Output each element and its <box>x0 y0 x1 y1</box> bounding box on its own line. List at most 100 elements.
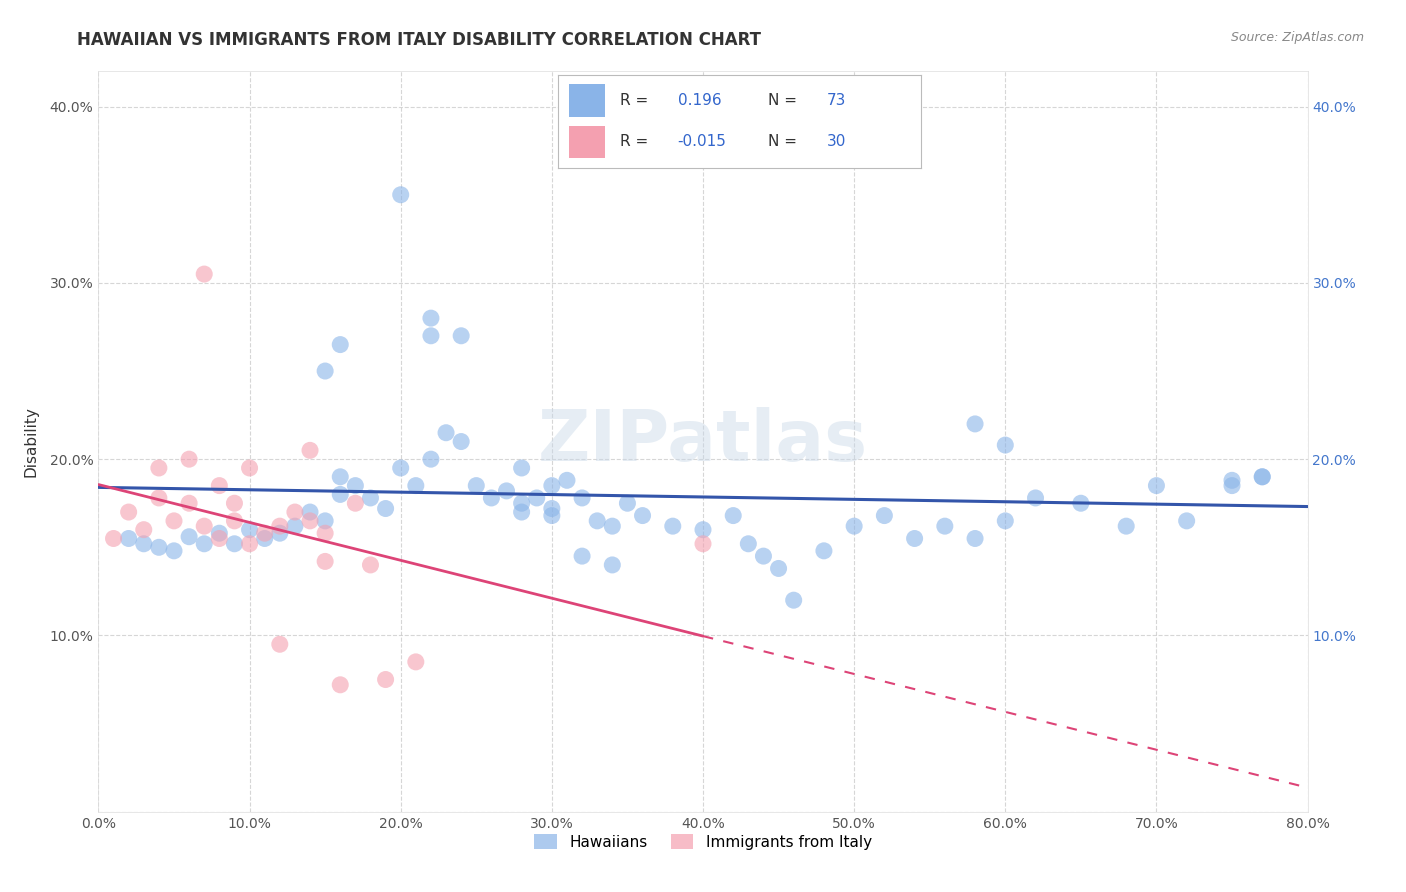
Point <box>389 461 412 475</box>
Point <box>616 496 638 510</box>
Point <box>253 526 276 541</box>
Point <box>179 496 201 510</box>
Point <box>465 478 488 492</box>
Point <box>224 514 246 528</box>
Point <box>269 519 291 533</box>
Point <box>269 526 291 541</box>
Point <box>253 532 276 546</box>
Point <box>1251 470 1274 484</box>
Point <box>374 673 396 687</box>
Point <box>389 187 412 202</box>
Point <box>526 491 548 505</box>
Point <box>103 532 125 546</box>
Point <box>193 537 215 551</box>
Point <box>284 505 307 519</box>
Point <box>752 549 775 563</box>
Point <box>344 478 367 492</box>
Point <box>723 508 745 523</box>
Text: HAWAIIAN VS IMMIGRANTS FROM ITALY DISABILITY CORRELATION CHART: HAWAIIAN VS IMMIGRANTS FROM ITALY DISABI… <box>77 31 761 49</box>
Point <box>118 505 141 519</box>
Point <box>193 519 215 533</box>
Point <box>873 508 896 523</box>
Point <box>813 544 835 558</box>
Point <box>510 505 533 519</box>
Point <box>299 514 322 528</box>
Point <box>148 541 170 555</box>
Point <box>420 311 443 326</box>
Point <box>118 532 141 546</box>
Point <box>1115 519 1137 533</box>
Point <box>314 554 336 568</box>
Point <box>208 478 231 492</box>
Point <box>1024 491 1046 505</box>
Point <box>540 478 562 492</box>
Point <box>269 637 291 651</box>
Point <box>224 496 246 510</box>
Point <box>405 478 427 492</box>
Point <box>602 558 624 572</box>
Point <box>179 530 201 544</box>
Point <box>329 487 352 501</box>
Point <box>132 523 155 537</box>
Point <box>299 505 322 519</box>
Point <box>374 501 396 516</box>
Point <box>965 532 987 546</box>
Point <box>934 519 956 533</box>
Point <box>495 483 517 498</box>
Point <box>163 514 186 528</box>
Point <box>179 452 201 467</box>
Point <box>481 491 503 505</box>
Point <box>284 519 307 533</box>
Point <box>1220 473 1243 487</box>
Point <box>540 501 562 516</box>
Point <box>1220 478 1243 492</box>
Point <box>314 514 336 528</box>
Point <box>208 526 231 541</box>
Point <box>405 655 427 669</box>
Point <box>1251 470 1274 484</box>
Point <box>420 452 443 467</box>
Point <box>692 537 714 551</box>
Point <box>224 537 246 551</box>
Point <box>540 508 562 523</box>
Legend: Hawaiians, Immigrants from Italy: Hawaiians, Immigrants from Italy <box>529 828 877 856</box>
Point <box>737 537 759 551</box>
Point <box>1144 478 1167 492</box>
Point <box>239 523 262 537</box>
Point <box>1175 514 1198 528</box>
Point <box>314 526 336 541</box>
Point <box>344 496 367 510</box>
Point <box>299 443 322 458</box>
Point <box>239 461 262 475</box>
Point <box>768 561 790 575</box>
Point <box>994 438 1017 452</box>
Point <box>314 364 336 378</box>
Point <box>783 593 806 607</box>
Point <box>193 267 215 281</box>
Point <box>904 532 927 546</box>
Y-axis label: Disability: Disability <box>24 406 38 477</box>
Point <box>329 678 352 692</box>
Point <box>208 532 231 546</box>
Point <box>329 470 352 484</box>
Point <box>661 519 683 533</box>
Point <box>132 537 155 551</box>
Point <box>510 461 533 475</box>
Point <box>239 537 262 551</box>
Point <box>844 519 866 533</box>
Point <box>602 519 624 533</box>
Point <box>148 491 170 505</box>
Point <box>163 544 186 558</box>
Point <box>420 328 443 343</box>
Point <box>148 461 170 475</box>
Point <box>434 425 457 440</box>
Point <box>1070 496 1092 510</box>
Point <box>631 508 654 523</box>
Point <box>965 417 987 431</box>
Point <box>555 473 578 487</box>
Point <box>360 558 382 572</box>
Point <box>450 434 472 449</box>
Point <box>994 514 1017 528</box>
Point <box>571 549 593 563</box>
Point <box>360 491 382 505</box>
